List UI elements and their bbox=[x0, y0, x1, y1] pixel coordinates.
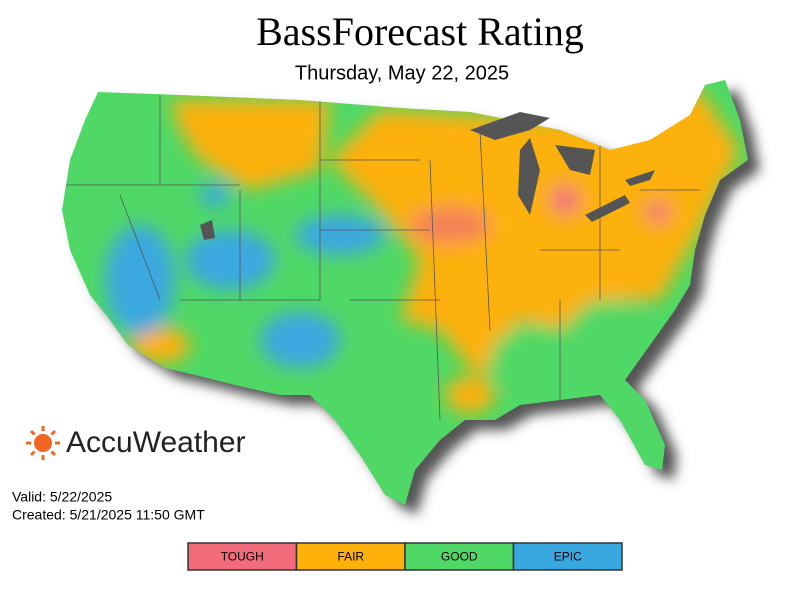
great-lakes bbox=[200, 112, 655, 240]
tough-zone bbox=[646, 202, 670, 222]
epic-zone bbox=[185, 230, 275, 290]
epic-zone bbox=[105, 225, 175, 335]
fair-zone bbox=[445, 377, 495, 413]
good-zone bbox=[490, 325, 590, 395]
state-lines bbox=[65, 95, 700, 421]
tough-zone bbox=[410, 207, 490, 243]
legend-label: EPIC bbox=[554, 550, 582, 564]
created-date: Created: 5/21/2025 11:50 GMT bbox=[12, 507, 205, 523]
subtitle: Thursday, May 22, 2025 bbox=[295, 62, 509, 84]
legend-label: TOUGH bbox=[221, 550, 264, 564]
epic-zone bbox=[295, 215, 385, 255]
fair-zone bbox=[330, 90, 740, 380]
title: BassForecast Rating bbox=[256, 9, 584, 54]
legend-label: FAIR bbox=[337, 550, 364, 564]
fair-zone bbox=[130, 327, 190, 363]
epic-zone bbox=[200, 183, 230, 207]
brand-logo bbox=[26, 426, 60, 460]
legend-swatch bbox=[187, 542, 298, 571]
rating-field bbox=[62, 80, 748, 505]
legend-label: GOOD bbox=[441, 550, 478, 564]
fair-zone bbox=[170, 100, 330, 190]
good-zone bbox=[570, 300, 650, 360]
legend-swatch bbox=[512, 542, 623, 571]
legend-swatch bbox=[295, 542, 406, 571]
valid-date: Valid: 5/22/2025 bbox=[12, 489, 112, 505]
legend-swatch bbox=[404, 542, 515, 571]
brand-name: AccuWeather bbox=[66, 426, 246, 459]
legend: TOUGH FAIR GOOD EPIC bbox=[187, 542, 623, 571]
tough-zone bbox=[551, 186, 579, 214]
epic-zone bbox=[260, 312, 340, 368]
